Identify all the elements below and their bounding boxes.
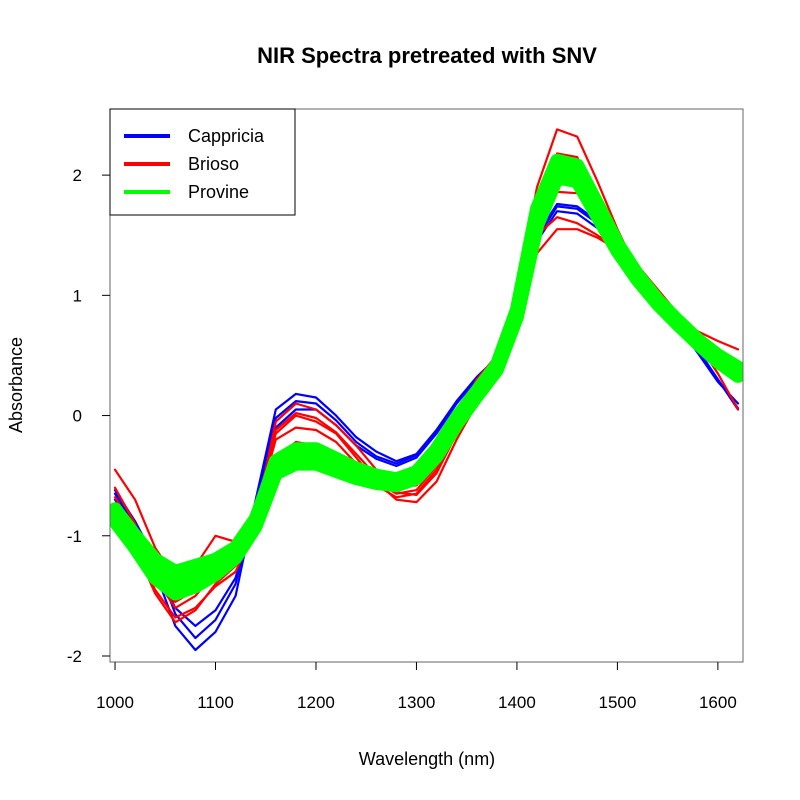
legend: Cappricia Brioso Provine — [109, 108, 296, 216]
y-tick-label: -2 — [67, 647, 82, 666]
y-axis-label: Absorbance — [6, 337, 26, 433]
legend-label-brioso: Brioso — [188, 154, 239, 174]
y-tick-label: 2 — [73, 166, 82, 185]
series-group — [110, 128, 743, 652]
series-line-provine-11 — [110, 170, 743, 601]
y-axis: -2 -1 0 1 2 — [67, 166, 110, 666]
series-line-brioso-3 — [113, 152, 740, 579]
x-tick-label: 1200 — [297, 693, 335, 712]
series-line-provine-9 — [110, 162, 743, 579]
series-line-provine-12 — [110, 158, 743, 585]
chart-title: NIR Spectra pretreated with SNV — [257, 43, 597, 68]
series-line-brioso-8 — [113, 164, 740, 598]
x-tick-label: 1500 — [598, 693, 636, 712]
x-tick-label: 1600 — [699, 693, 737, 712]
x-tick-label: 1400 — [498, 693, 536, 712]
legend-label-cappricia: Cappricia — [188, 126, 265, 146]
x-tick-label: 1100 — [197, 693, 234, 712]
legend-box — [109, 108, 296, 216]
x-axis-label: Wavelength (nm) — [359, 749, 495, 769]
legend-label-provine: Provine — [188, 182, 249, 202]
y-tick-label: -1 — [67, 527, 82, 546]
x-tick-label: 1300 — [398, 693, 436, 712]
x-tick-label: 1000 — [96, 693, 134, 712]
plot-frame — [109, 108, 744, 663]
series-line-brioso-6 — [113, 190, 740, 604]
series-line-provine-10 — [110, 153, 743, 589]
series-line-provine-13 — [110, 165, 743, 594]
y-tick-label: 0 — [73, 407, 82, 426]
x-axis: 1000 1100 1200 1300 1400 1500 1600 — [96, 662, 737, 712]
y-tick-label: 1 — [73, 286, 82, 305]
